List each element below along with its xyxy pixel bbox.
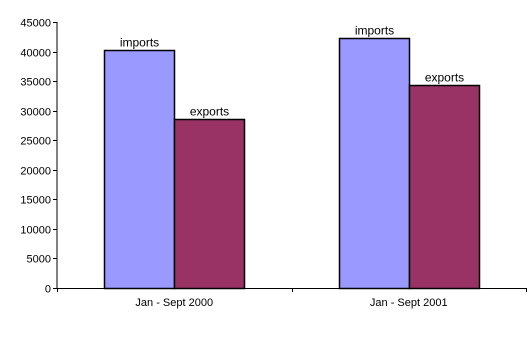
bar-exports	[408, 84, 481, 290]
bar-labels: imports exports imports exports	[120, 24, 464, 119]
y-tick-label: 40000	[20, 48, 51, 60]
bars	[103, 37, 481, 290]
y-tick-label: 20000	[20, 166, 51, 178]
bar-imports	[338, 37, 411, 290]
bar-label-imports: imports	[120, 36, 159, 50]
bar-imports	[103, 49, 176, 290]
y-tick-label: 10000	[20, 225, 51, 237]
bar-label-exports: exports	[425, 71, 464, 85]
x-axis: Jan - Sept 2000 Jan - Sept 2001	[57, 288, 527, 309]
y-tick-label: 35000	[20, 77, 51, 89]
bar-exports	[173, 118, 246, 290]
y-tick-label: 25000	[20, 136, 51, 148]
y-tick-label: 5000	[27, 254, 51, 266]
y-tick-label: 45000	[20, 18, 51, 30]
y-tick-label: 0	[45, 284, 51, 296]
x-tick-label: Jan - Sept 2001	[370, 297, 448, 309]
bar-label-imports: imports	[355, 24, 394, 38]
y-axis: 0 5000 10000 15000 20000 25000 30000 35000 40000…	[20, 18, 58, 296]
y-tick-label: 15000	[20, 195, 51, 207]
x-tick-label: Jan - Sept 2000	[135, 297, 213, 309]
bar-label-exports: exports	[190, 105, 229, 119]
y-tick-label: 30000	[20, 107, 51, 119]
